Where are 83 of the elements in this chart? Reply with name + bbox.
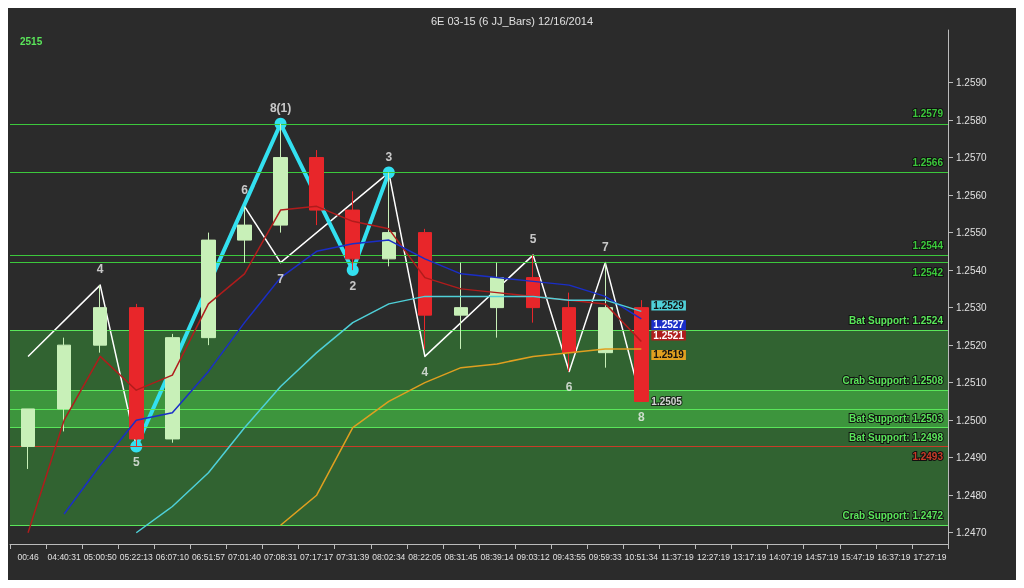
y-tick-label: 1.2490 bbox=[956, 452, 988, 464]
ref-line-label: 1.2493 bbox=[912, 450, 944, 462]
data-label: 1.2521 bbox=[653, 329, 685, 341]
candlestick bbox=[237, 205, 252, 264]
annotation: 2 bbox=[349, 279, 357, 294]
candlestick bbox=[490, 262, 504, 339]
x-tick-label: 07:17:17 bbox=[300, 551, 334, 562]
y-tick-label: 1.2590 bbox=[956, 77, 988, 89]
y-tick-label: 1.2510 bbox=[956, 377, 988, 389]
candlestick bbox=[454, 262, 468, 350]
x-tick-label: 07:31:39 bbox=[336, 551, 370, 562]
annotation: 3 bbox=[385, 149, 393, 164]
chart-title: 6E 03-15 (6 JJ_Bars) 12/16/2014 bbox=[430, 14, 594, 27]
x-tick-label: 12:27:19 bbox=[696, 551, 731, 562]
x-tick-label: 07:08:31 bbox=[264, 551, 298, 562]
x-tick-label: 07:01:40 bbox=[227, 551, 262, 562]
annotation: 8 bbox=[638, 410, 645, 425]
line-series bbox=[279, 348, 643, 526]
data-label: 1.2529 bbox=[653, 299, 685, 311]
x-tick-label: 17:27:19 bbox=[913, 551, 947, 562]
y-tick-label: 1.2550 bbox=[956, 227, 988, 239]
candlestick bbox=[562, 292, 576, 372]
candlestick bbox=[598, 262, 613, 369]
x-tick-label: 08:39:14 bbox=[480, 551, 514, 562]
candlestick bbox=[21, 408, 35, 470]
ref-line-label: 1.2544 bbox=[912, 239, 944, 251]
annotation: 6 bbox=[241, 183, 249, 198]
y-tick-label: 1.2530 bbox=[956, 302, 988, 314]
y-tick-label: 1.2480 bbox=[956, 489, 988, 501]
data-label: 1.2519 bbox=[653, 349, 685, 361]
x-tick-label: 05:22:13 bbox=[119, 551, 154, 562]
annotation: 4 bbox=[421, 365, 429, 380]
point bbox=[346, 264, 359, 277]
y-tick-label: 1.2580 bbox=[956, 114, 988, 126]
annotation: 7 bbox=[601, 239, 609, 254]
x-tick-label: 05:00:50 bbox=[83, 551, 118, 562]
x-tick-label: 11:37:19 bbox=[661, 551, 694, 562]
x-tick-label: 08:31:45 bbox=[444, 551, 478, 562]
x-tick-label: 00:46 bbox=[17, 551, 39, 562]
ref-line-label: Crab Support: 1.2508 bbox=[842, 374, 944, 386]
x-tick-label: 08:02:34 bbox=[372, 551, 406, 562]
candlestick bbox=[634, 299, 649, 402]
x-tick-label: 14:07:19 bbox=[769, 551, 803, 562]
candlestick bbox=[57, 337, 71, 432]
text: 1.2505 bbox=[651, 395, 682, 407]
ref-line-label: 1.2579 bbox=[912, 108, 944, 120]
candlestick bbox=[165, 333, 180, 444]
annotation: 5 bbox=[132, 455, 140, 470]
ref-line-label: 1.2542 bbox=[912, 267, 944, 279]
ref-line-label: Bat Support: 1.2524 bbox=[849, 314, 944, 326]
annotation: 2515 bbox=[20, 35, 43, 47]
line-series bbox=[135, 295, 643, 534]
ref-line-label: 1.2566 bbox=[912, 157, 944, 169]
x-tick-label: 06:51:57 bbox=[191, 551, 226, 562]
x-tick-label: 09:03:12 bbox=[516, 551, 550, 562]
candlestick bbox=[418, 228, 432, 350]
data-label: 1.2527 bbox=[653, 319, 685, 331]
candlestick bbox=[93, 284, 107, 354]
x-tick-label: 13:17:19 bbox=[733, 551, 767, 562]
x-tick-label: 06:07:10 bbox=[155, 551, 190, 562]
y-tick-label: 1.2570 bbox=[956, 152, 988, 164]
y-tick-label: 1.2470 bbox=[956, 527, 988, 539]
ref-line-label: Bat Support: 1.2503 bbox=[849, 413, 944, 425]
ref-line-label: Crab Support: 1.2472 bbox=[842, 509, 944, 521]
line-series bbox=[27, 205, 643, 534]
x-tick-label: 16:37:19 bbox=[877, 551, 911, 562]
x-tick-label: 08:22:05 bbox=[408, 551, 442, 562]
annotation: 8(1) bbox=[269, 100, 292, 115]
y-tick-label: 1.2540 bbox=[956, 264, 988, 276]
ref-line-label: Bat Support: 1.2498 bbox=[849, 432, 944, 444]
candlestick bbox=[201, 232, 216, 346]
y-tick-label: 1.2560 bbox=[956, 189, 988, 201]
x-tick-label: 14:57:19 bbox=[805, 551, 839, 562]
y-tick-label: 1.2520 bbox=[956, 339, 988, 351]
x-tick-label: 04:40:31 bbox=[47, 551, 81, 562]
y-tick-label: 1.2500 bbox=[956, 414, 988, 426]
x-tick-label: 10:51:34 bbox=[624, 551, 659, 562]
x-tick-label: 09:43:55 bbox=[552, 551, 587, 562]
annotation: 4 bbox=[96, 262, 104, 277]
annotation: 5 bbox=[529, 232, 537, 247]
x-tick-label: 09:59:33 bbox=[588, 551, 623, 562]
candlestick bbox=[309, 149, 324, 226]
x-tick-label: 15:47:19 bbox=[841, 551, 875, 562]
